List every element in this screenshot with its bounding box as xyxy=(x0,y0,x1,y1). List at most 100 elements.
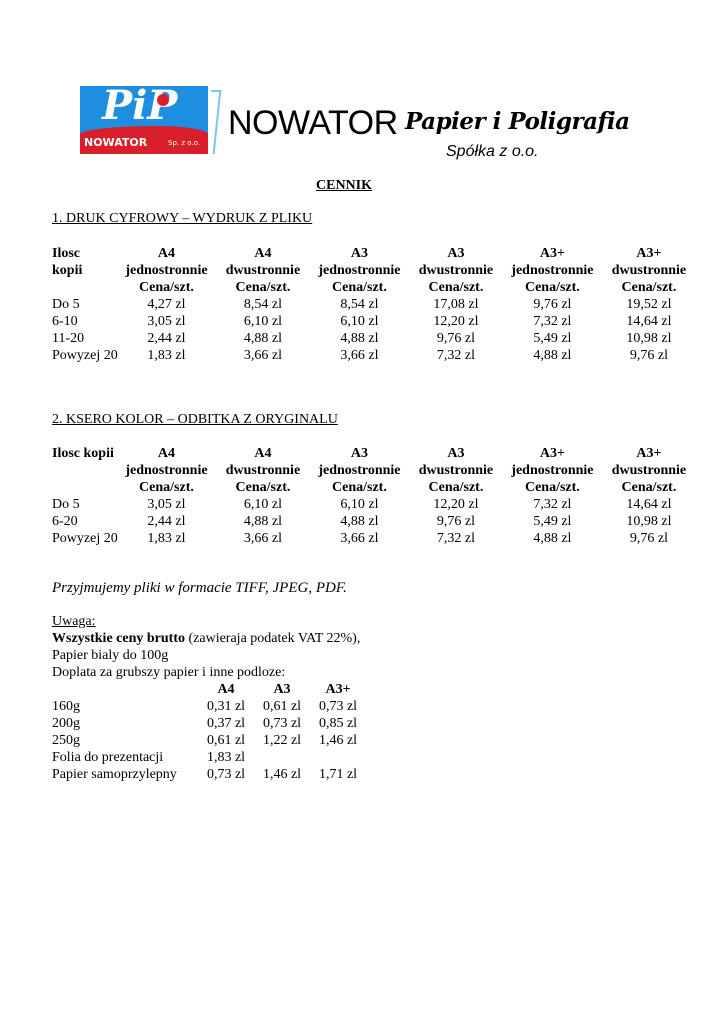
price-cell: 3,66 zl xyxy=(340,531,379,546)
column-header-line: jednostronnie xyxy=(318,463,401,478)
header-row: A4 A3 A3+ xyxy=(52,681,366,698)
price-cell: 1,22 zl xyxy=(262,733,302,748)
price-cell: 14,64 zl xyxy=(626,314,672,329)
column-header-line: kopii xyxy=(52,263,83,278)
column-header-line: Cena/szt. xyxy=(332,280,387,295)
header-row: Ilosc kopii A4 jednostronnie Cena/szt. A4 dwus… xyxy=(52,245,697,296)
price-cell: 8,54 zl xyxy=(243,297,282,312)
price-cell: 14,64 zl xyxy=(626,497,672,512)
price-cell: 4,27 zl xyxy=(147,297,186,312)
column-header-line: Cena/szt. xyxy=(524,280,580,295)
column-header-line: jednostronnie xyxy=(318,263,401,278)
column-header: A4 dwustronnie Cena/szt. xyxy=(215,245,311,296)
column-header: A4 jednostronnie Cena/szt. xyxy=(118,245,215,296)
column-header: A3 dwustronnie Cena/szt. xyxy=(408,245,504,296)
column-header-line: A3 xyxy=(447,246,465,261)
brand-tagline: Papier i Poligrafia xyxy=(405,108,630,135)
table-row: 200g 0,37 zl 0,73 zl 0,85 zl xyxy=(52,715,366,732)
logo-dot xyxy=(157,94,169,106)
column-header: A3 jednostronnie Cena/szt. xyxy=(311,245,408,296)
price-cell: 2,44 zl xyxy=(147,331,186,346)
column-header: A3+ dwustronnie Cena/szt. xyxy=(601,245,697,296)
digital-print-price-table: Ilosc kopii A4 jednostronnie Cena/szt. A4 dwus… xyxy=(52,245,697,364)
column-header: A3 dwustronnie Cena/szt. xyxy=(408,445,504,496)
logo-wave xyxy=(80,126,208,154)
price-cell: 0,31 zl xyxy=(206,699,246,714)
price-cell: 3,66 zl xyxy=(243,531,282,546)
logo-mark: PiP xyxy=(102,86,178,129)
pip-logo: PiP NOWATOR Sp. z o.o. xyxy=(80,86,208,154)
paper-type-cell: 160g xyxy=(52,699,80,714)
price-cell: 7,32 zl xyxy=(436,531,475,546)
column-header-line: Cena/szt. xyxy=(524,480,580,495)
column-header-line: Cena/szt. xyxy=(621,480,677,495)
column-header: A4 dwustronnie Cena/szt. xyxy=(215,445,311,496)
column-header-line: dwustronnie xyxy=(418,463,494,478)
quantity-cell: 11-20 xyxy=(52,331,85,346)
color-copy-price-table: Ilosc kopii A4 jednostronnie Cena/szt. A4 dwu… xyxy=(52,445,697,547)
price-cell: 8,54 zl xyxy=(340,297,379,312)
formats-note: Przyjmujemy pliki w formacie TIFF, JPEG,… xyxy=(52,580,347,596)
column-header-line: Cena/szt. xyxy=(235,280,291,295)
column-header-line: Cena/szt. xyxy=(621,280,677,295)
price-cell: 10,98 zl xyxy=(626,331,672,346)
column-header-line: jednostronnie xyxy=(511,463,594,478)
column-header-line: dwustronnie xyxy=(418,263,494,278)
price-cell: 0,73 zl xyxy=(318,699,358,714)
price-cell: 3,05 zl xyxy=(147,314,186,329)
price-cell: 4,88 zl xyxy=(533,531,572,546)
price-cell: 9,76 zl xyxy=(436,514,475,529)
column-header-line: Cena/szt. xyxy=(139,480,194,495)
column-header: A4 jednostronnie Cena/szt. xyxy=(118,445,215,496)
price-cell: 5,49 zl xyxy=(533,331,572,346)
price-cell: 3,66 zl xyxy=(340,348,379,363)
price-cell: 0,61 zl xyxy=(262,699,302,714)
column-header-line: A4 xyxy=(254,246,272,261)
price-cell: 9,76 zl xyxy=(533,297,572,312)
surcharge-table: A4 A3 A3+ 160g 0,31 zl 0,61 zl 0,73 zl 200g 0,37… xyxy=(52,681,366,783)
paper-type-cell: 200g xyxy=(52,716,80,731)
price-cell: 12,20 zl xyxy=(433,497,479,512)
price-cell: 6,10 zl xyxy=(243,497,282,512)
table-row: Do 5 3,05 zl 6,10 zl 6,10 zl 12,20 zl 7,32 zl… xyxy=(52,496,697,513)
price-cell: 0,73 zl xyxy=(206,767,246,782)
column-header: A3+ jednostronnie Cena/szt. xyxy=(504,245,601,296)
column-header-line: Ilosc xyxy=(52,246,80,261)
logo-suffix: Sp. z o.o. xyxy=(168,139,201,147)
price-cell: 10,98 zl xyxy=(626,514,672,529)
column-header-line: jednostronnie xyxy=(125,463,208,478)
brand-subtitle: Spółka z o.o. xyxy=(446,143,539,160)
column-header: A3 xyxy=(273,682,291,697)
price-cell: 9,76 zl xyxy=(436,331,475,346)
price-cell: 4,88 zl xyxy=(243,514,282,529)
column-header-line: Cena/szt. xyxy=(235,480,291,495)
price-cell: 4,88 zl xyxy=(340,331,379,346)
price-cell: 1,71 zl xyxy=(318,767,358,782)
column-header-line: A4 xyxy=(157,246,176,261)
column-header-line: jednostronnie xyxy=(511,263,594,278)
table-row: Do 5 4,27 zl 8,54 zl 8,54 zl 17,08 zl 9,76 zl… xyxy=(52,296,697,313)
price-cell: 0,73 zl xyxy=(262,716,302,731)
section2-heading: 2. KSERO KOLOR – ODBITKA Z ORYGINALU xyxy=(52,412,338,427)
quantity-cell: 6-10 xyxy=(52,314,78,329)
column-header: Ilosc kopii xyxy=(52,445,118,496)
column-header: A3+ xyxy=(325,682,351,697)
section1-heading: 1. DRUK CYFROWY – WYDRUK Z PLIKU xyxy=(52,211,313,226)
column-header-line: A3+ xyxy=(636,246,662,261)
column-header-line: dwustronnie xyxy=(611,463,687,478)
price-cell: 7,32 zl xyxy=(436,348,475,363)
price-cell: 1,46 zl xyxy=(262,767,302,782)
column-header xyxy=(52,681,198,698)
paper-type-cell: 250g xyxy=(52,733,80,748)
column-header-line: jednostronnie xyxy=(125,263,208,278)
price-cell: 4,88 zl xyxy=(533,348,572,363)
column-header-line: Cena/szt. xyxy=(428,280,484,295)
price-cell: 19,52 zl xyxy=(626,297,672,312)
table-row: Powyzej 20 1,83 zl 3,66 zl 3,66 zl 7,32 zl 4,… xyxy=(52,347,697,364)
table-row: 160g 0,31 zl 0,61 zl 0,73 zl xyxy=(52,698,366,715)
notes-label: Uwaga: xyxy=(52,614,96,629)
brand-name: NOWATOR xyxy=(228,104,398,142)
price-cell: 4,88 zl xyxy=(340,514,379,529)
price-cell: 3,66 zl xyxy=(243,348,282,363)
table-row: Folia do prezentacji 1,83 zl xyxy=(52,749,366,766)
